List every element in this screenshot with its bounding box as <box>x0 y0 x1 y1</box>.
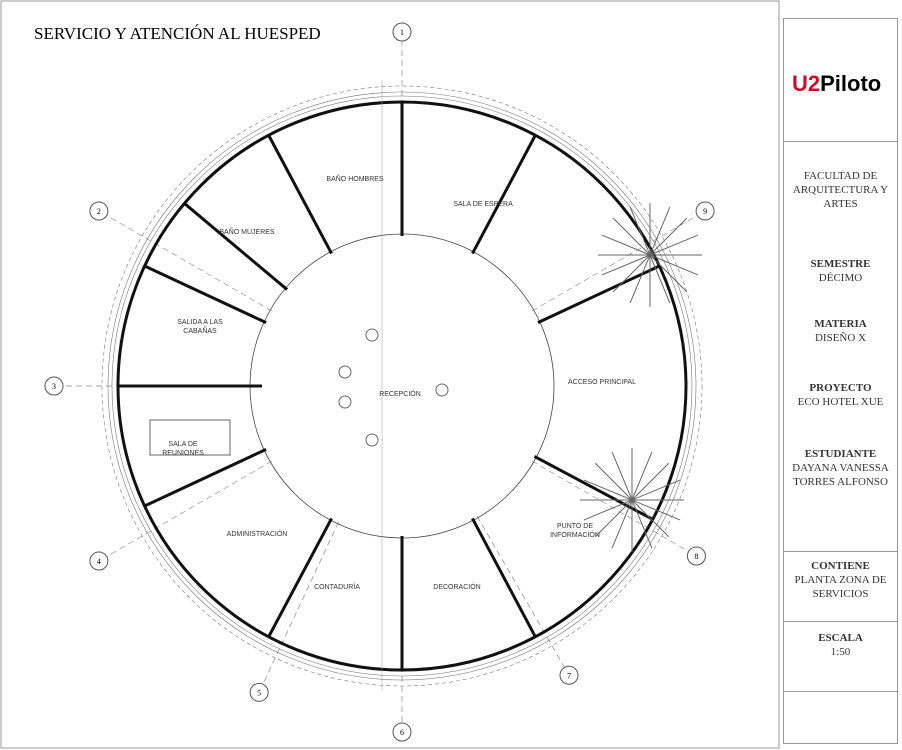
section-title: ESTUDIANTE <box>784 447 897 461</box>
furniture <box>366 434 378 446</box>
separator <box>784 691 897 692</box>
room-label: CONTADURÍA <box>302 583 372 592</box>
wall <box>538 266 659 323</box>
section-value: ECO HOTEL XUE <box>798 396 884 408</box>
furniture <box>436 384 448 396</box>
title: SERVICIO Y ATENCIÓN AL HUESPED <box>34 24 321 44</box>
logo: U2Piloto <box>792 71 881 97</box>
section-value: DAYANA VANESSA TORRES ALFONSO <box>792 462 889 488</box>
room-label: SALIDA A LAS CABAÑAS <box>165 318 235 336</box>
furniture <box>339 396 351 408</box>
room-label: SALA DE ESPERA <box>448 200 518 209</box>
palm-frond <box>595 463 632 500</box>
room-label: SALA DE REUNIONES <box>148 440 218 458</box>
axis-label: 3 <box>52 382 56 391</box>
room-label: ACCESO PRINCIPAL <box>567 378 637 387</box>
wall <box>472 135 535 253</box>
logo-mark: U2 <box>792 71 820 96</box>
axis-label: 7 <box>567 671 571 680</box>
room-label: BAÑO HOMBRES <box>320 175 390 184</box>
wall <box>145 266 266 323</box>
separator <box>784 621 897 622</box>
inner-circle <box>250 234 554 538</box>
floor-plan: 1 2 3 4 5 6 7 8 9 <box>0 0 780 750</box>
logo-name: Piloto <box>820 71 881 96</box>
separator <box>784 551 897 552</box>
furniture <box>339 366 351 378</box>
axis-label: 5 <box>257 688 261 697</box>
section-value: PLANTA ZONA DE SERVICIOS <box>794 574 886 600</box>
room-label: BAÑO MUJERES <box>212 228 282 237</box>
section-title: SEMESTRE <box>784 257 897 271</box>
room-label: DECORACIÓN <box>422 583 492 592</box>
axis-label: 8 <box>694 552 698 561</box>
separator <box>784 141 897 142</box>
wall <box>534 456 652 519</box>
room-label: PUNTO DE INFORMACIÓN <box>540 522 610 540</box>
wall <box>472 518 535 636</box>
room-label: RECEPCIÓN <box>365 390 435 399</box>
section-title: MATERIA <box>784 317 897 331</box>
title-block: U2Piloto FACULTAD DE ARQUITECTURA Y ARTE… <box>783 18 898 744</box>
section-value: 1:50 <box>831 646 851 658</box>
axis-label: 9 <box>703 207 707 216</box>
axis-label: 2 <box>97 207 101 216</box>
axis-label: 6 <box>400 728 404 737</box>
faculty: FACULTAD DE ARQUITECTURA Y ARTES <box>784 169 897 211</box>
room-label: ADMINISTRACIÓN <box>222 530 292 539</box>
section-value: DISEÑO X <box>815 332 866 344</box>
section-value: DÉCIMO <box>819 272 862 284</box>
page: 1 2 3 4 5 6 7 8 9 SERVICIO Y ATENCIÓN AL HUESPED… <box>0 0 902 750</box>
palm-frond <box>632 500 669 537</box>
axis-label: 1 <box>400 28 404 37</box>
section-title: PROYECTO <box>784 381 897 395</box>
axis-label: 4 <box>97 557 101 566</box>
section-title: ESCALA <box>784 631 897 645</box>
furniture <box>366 329 378 341</box>
section-title: CONTIENE <box>784 559 897 573</box>
wall <box>184 203 287 289</box>
